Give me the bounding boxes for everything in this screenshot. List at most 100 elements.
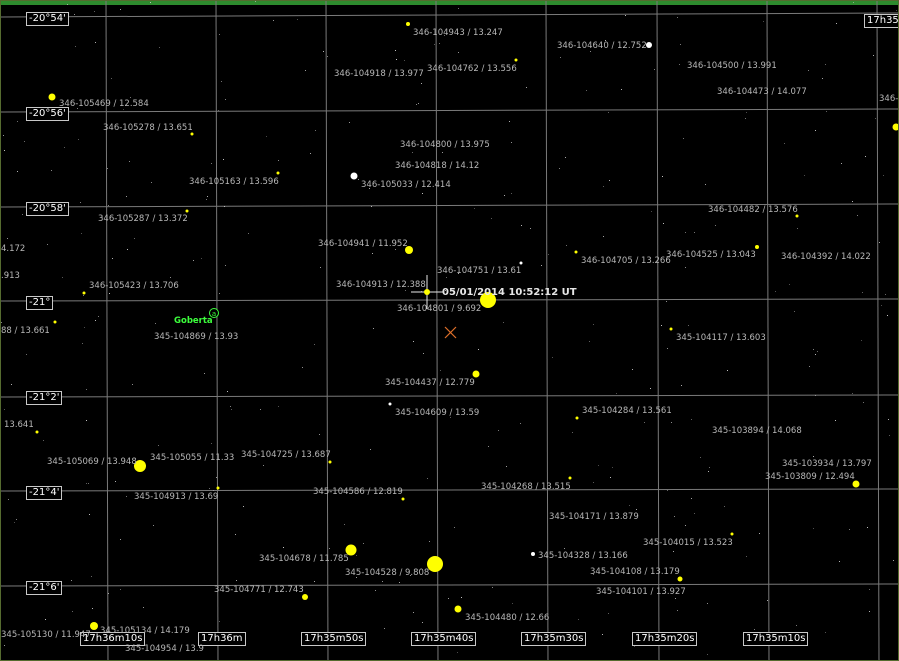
faint-star [86,389,87,390]
star-marker[interactable] [427,556,443,572]
faint-star [681,385,682,386]
faint-star [356,555,357,556]
star-marker[interactable] [53,320,57,324]
star-marker[interactable] [401,497,405,501]
star-marker[interactable] [350,172,358,180]
star-marker[interactable] [755,245,759,249]
star-marker[interactable] [531,552,535,556]
faint-star [358,179,359,180]
faint-star [629,505,630,506]
faint-star [813,456,814,457]
star-marker[interactable] [345,544,357,556]
faint-star [598,465,599,466]
faint-star [17,171,18,172]
faint-star [457,652,458,653]
star-marker[interactable] [405,246,413,254]
faint-star [809,366,810,367]
faint-star [232,456,233,457]
star-marker[interactable] [276,171,280,175]
star-label: 345-104328 / 13.166 [538,551,628,561]
star-label: 88 / 13.661 [1,326,50,336]
star-label: 345-104437 / 12.779 [385,378,475,388]
faint-star [43,440,44,441]
faint-star [418,166,419,167]
faint-star [552,357,553,358]
star-marker[interactable] [35,430,39,434]
star-marker[interactable] [388,402,392,406]
faint-star [862,292,863,293]
dec-label: -21°2' [26,391,63,405]
star-marker[interactable] [216,486,220,490]
star-marker[interactable] [575,416,579,420]
faint-star [213,490,214,491]
star-marker[interactable] [852,480,860,488]
star-label: 346-104751 / 13.61 [437,266,522,276]
star-marker[interactable] [190,132,194,136]
star-marker[interactable] [677,576,683,582]
faint-star [727,370,728,371]
star-marker[interactable] [480,292,496,308]
faint-star [209,488,210,489]
faint-star [82,343,83,344]
faint-star [216,477,217,478]
star-marker[interactable] [302,594,308,600]
faint-star [45,619,46,620]
faint-star [375,590,376,591]
faint-star [825,632,826,633]
faint-star [86,483,87,484]
faint-star [323,51,324,52]
star-marker[interactable] [892,123,899,131]
star-marker[interactable] [82,291,86,295]
star-marker[interactable] [134,460,146,472]
star-marker[interactable] [328,460,332,464]
star-marker[interactable] [519,261,523,265]
star-label: 346-104801 / 9.692 [397,304,482,314]
faint-star [869,611,870,612]
star-marker[interactable] [795,214,799,218]
faint-star [609,180,610,181]
star-label: 345-104771 / 12.743 [214,585,304,595]
faint-star [224,206,225,207]
faint-star [95,42,96,43]
faint-star [89,514,90,515]
faint-star [310,153,311,154]
faint-star [8,499,9,500]
star-marker[interactable] [406,22,410,26]
faint-star [691,419,692,420]
faint-star [815,130,816,131]
faint-star [120,589,121,590]
star-marker[interactable] [669,327,673,331]
faint-star [887,315,888,316]
star-marker[interactable] [472,370,480,378]
faint-star [691,498,692,499]
faint-star [248,233,249,234]
faint-star [685,525,686,526]
faint-star [651,211,652,212]
faint-star [662,176,663,177]
faint-star [206,199,207,200]
star-marker[interactable] [730,532,734,536]
star-marker[interactable] [514,58,518,62]
faint-star [512,603,513,604]
star-label: 13.641 [4,420,34,430]
star-marker[interactable] [574,250,578,254]
faint-star [134,238,135,239]
star-marker[interactable] [646,42,652,48]
faint-star [602,634,603,635]
star-marker[interactable] [48,93,56,101]
faint-star [746,112,747,113]
faint-star [24,141,25,142]
faint-star [438,185,439,186]
star-marker[interactable] [185,209,189,213]
faint-star [51,170,52,171]
faint-star [223,159,224,160]
star-marker[interactable] [90,622,98,630]
faint-star [666,301,667,302]
asteroid-name[interactable]: Goberta [174,316,213,326]
star-marker[interactable] [454,605,462,613]
star-marker[interactable] [568,476,572,480]
ra-gridline [435,1,439,660]
faint-star [219,621,220,622]
faint-star [395,50,396,51]
